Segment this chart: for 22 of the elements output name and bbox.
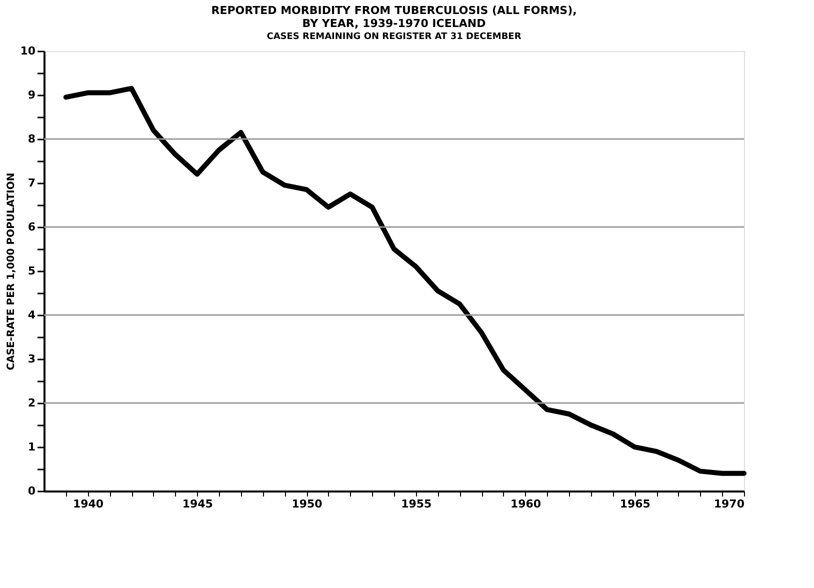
text: BY YEAR, 1939-1970 ICELAND [302,17,486,30]
y-tick-label: 6 [28,220,36,234]
y-tick-label: 2 [28,396,36,410]
y-tick-label: 0 [28,484,36,498]
x-tick-label: 1960 [510,498,542,510]
x-tick-label: 1955 [401,498,432,510]
x-tick-label: 1945 [182,498,213,510]
y-tick-label: 8 [28,132,36,146]
x-tick-label: 1940 [72,498,104,510]
x-tick-label: 1965 [620,498,650,510]
y-tick-label: 5 [28,264,36,278]
y-tick-label: 10 [20,44,36,58]
y-axis-title: CASE-RATE PER 1,000 POPULATION [6,172,18,370]
y-tick-label: 1 [28,440,36,454]
y-tick-label: 9 [28,88,36,102]
y-tick-label: 3 [28,352,36,366]
y-tick-label: 4 [28,308,36,322]
text: REPORTED MORBIDITY FROM TUBERCULOSIS (ALL FORMS), [211,4,577,17]
x-tick-label: 1970 [714,498,745,510]
y-tick-label: 7 [28,176,36,190]
chart-subtitle: CASES REMAINING ON REGISTER AT 31 DECEMBER [266,32,522,42]
x-tick-label: 1950 [292,498,323,510]
